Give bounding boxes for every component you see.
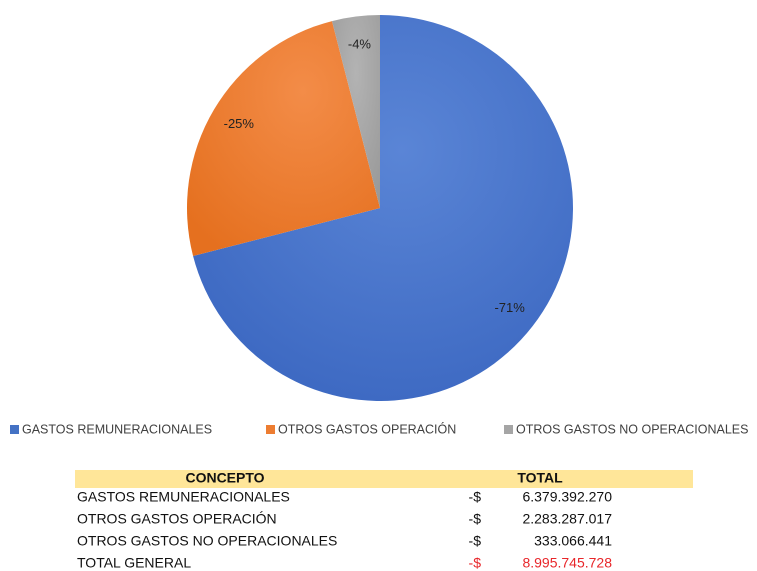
- table-cell: 2.283.287.017: [522, 511, 612, 527]
- pie-slice: [186, 21, 380, 256]
- data-label: -25%: [224, 116, 255, 131]
- table-header: CONCEPTO: [185, 470, 264, 486]
- pie-slice: [332, 15, 380, 208]
- legend-swatch: [266, 425, 275, 434]
- table-cell: OTROS GASTOS NO OPERACIONALES: [77, 533, 337, 549]
- table-cell: GASTOS REMUNERACIONALES: [77, 489, 290, 505]
- data-label: -4%: [348, 37, 372, 52]
- legend-label: OTROS GASTOS NO OPERACIONALES: [516, 422, 748, 436]
- table-cell: TOTAL GENERAL: [77, 555, 191, 571]
- table-cell: OTROS GASTOS OPERACIÓN: [77, 511, 277, 527]
- table-cell: 333.066.441: [534, 533, 612, 549]
- table-cell: 8.995.745.728: [522, 555, 612, 571]
- legend-swatch: [10, 425, 19, 434]
- legend-label: OTROS GASTOS OPERACIÓN: [278, 421, 456, 436]
- table-cell: -$: [469, 533, 482, 549]
- table-cell: -$: [469, 511, 482, 527]
- data-label: -71%: [494, 300, 525, 315]
- legend-swatch: [504, 425, 513, 434]
- table-header-band: [75, 470, 693, 488]
- table-header: TOTAL: [517, 470, 563, 486]
- table-cell: -$: [469, 489, 482, 505]
- table-cell: 6.379.392.270: [522, 489, 612, 505]
- pie-slice: [193, 15, 573, 401]
- legend-label: GASTOS REMUNERACIONALES: [22, 422, 212, 436]
- table-cell: -$: [469, 555, 482, 571]
